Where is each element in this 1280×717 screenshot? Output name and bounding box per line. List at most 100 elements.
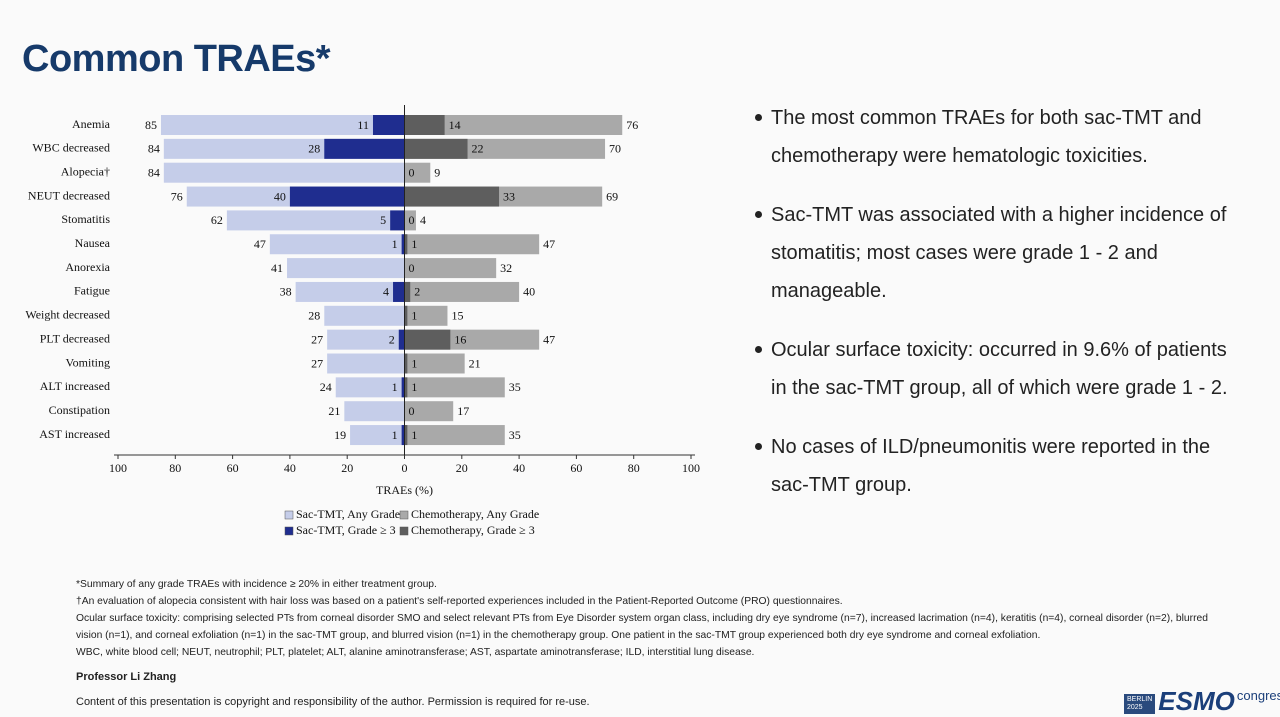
bar (393, 281, 405, 302)
x-tick-label: 80 (628, 461, 640, 475)
data-label: 41 (271, 261, 283, 275)
x-tick-label: 100 (682, 461, 700, 475)
data-label: 40 (523, 285, 535, 299)
data-label: 84 (148, 165, 160, 179)
bar (401, 234, 405, 255)
data-label: 1 (411, 356, 417, 370)
bar (372, 115, 405, 135)
bar (404, 210, 416, 231)
bar (404, 115, 623, 135)
footnote: Ocular surface toxicity: comprising sele… (76, 613, 1208, 641)
bar (404, 115, 445, 135)
logo-event: congress (1236, 688, 1280, 703)
bar (324, 305, 405, 326)
logo-badge: BERLIN 2025 (1124, 694, 1156, 714)
bar (404, 305, 408, 326)
data-label: 14 (449, 118, 461, 132)
data-label: 22 (472, 142, 484, 156)
footnote: *Summary of any grade TRAEs with inciden… (76, 579, 437, 590)
y-tick-label: Fatigue (74, 284, 110, 298)
bar (398, 329, 405, 350)
y-tick-label: Alopecia† (61, 164, 110, 178)
bar (324, 138, 405, 159)
data-label: 15 (451, 309, 463, 323)
y-tick-label: Stomatitis (61, 212, 110, 226)
copyright: Content of this presentation is copyrigh… (76, 696, 590, 708)
bar (404, 234, 540, 255)
data-label: 84 (148, 142, 160, 156)
data-label: 1 (392, 237, 398, 251)
legend-label: Sac-TMT, Any Grade (296, 507, 400, 521)
data-label: 62 (211, 213, 223, 227)
data-label: 70 (609, 142, 621, 156)
x-tick-label: 60 (570, 461, 582, 475)
x-tick-label: 20 (456, 461, 468, 475)
x-tick-label: 60 (227, 461, 239, 475)
bar (404, 305, 448, 326)
bar (295, 281, 405, 302)
bar (404, 401, 454, 422)
data-label: 32 (500, 261, 512, 275)
legend-swatch (284, 510, 294, 520)
bar (404, 425, 505, 446)
x-axis-label: TRAEs (%) (376, 483, 433, 497)
bar (327, 353, 405, 374)
x-tick-label: 80 (169, 461, 181, 475)
y-tick-label: Weight decreased (25, 308, 110, 322)
bar (404, 425, 408, 446)
y-tick-label: Anemia (72, 117, 111, 131)
bar (226, 210, 405, 231)
data-label: 1 (411, 380, 417, 394)
bar (404, 138, 468, 159)
y-tick-label: Anorexia (65, 260, 110, 274)
bar (344, 401, 405, 422)
y-tick-label: Nausea (75, 236, 111, 250)
data-label: 35 (509, 428, 521, 442)
data-label: 76 (626, 118, 638, 132)
data-label: 21 (469, 356, 481, 370)
legend-swatch (399, 510, 409, 520)
data-label: 47 (543, 237, 555, 251)
data-label: 35 (509, 380, 521, 394)
bullet: Sac-TMT was associated with a higher inc… (755, 196, 1240, 310)
y-tick-label: NEUT decreased (28, 188, 110, 202)
bar (163, 162, 405, 183)
footnote: †An evaluation of alopecia consistent wi… (76, 596, 843, 607)
bullet: The most common TRAEs for both sac-TMT a… (755, 99, 1240, 175)
bullet-list: The most common TRAEs for both sac-TMT a… (755, 99, 1240, 525)
y-tick-label: Constipation (49, 403, 110, 417)
bar (404, 377, 505, 398)
data-label: 38 (280, 285, 292, 299)
x-tick-label: 100 (109, 461, 127, 475)
data-label: 28 (308, 142, 320, 156)
y-tick-label: ALT increased (40, 379, 110, 393)
data-label: 27 (311, 332, 323, 346)
data-label: 0 (409, 165, 415, 179)
x-tick-label: 40 (284, 461, 296, 475)
data-label: 2 (389, 332, 395, 346)
bar (390, 210, 405, 231)
data-label: 47 (543, 332, 555, 346)
data-label: 21 (328, 404, 340, 418)
bar (404, 234, 408, 255)
data-label: 0 (409, 404, 415, 418)
y-tick-label: AST increased (39, 427, 110, 441)
data-label: 4 (383, 285, 389, 299)
data-label: 16 (454, 332, 466, 346)
logo-year: 2025 (1127, 704, 1143, 711)
footnotes: *Summary of any grade TRAEs with inciden… (76, 576, 1216, 661)
data-label: 1 (411, 237, 417, 251)
data-label: 17 (457, 404, 469, 418)
logo-name: ESMO (1158, 686, 1235, 716)
logo-city: BERLIN (1127, 696, 1153, 703)
bar (404, 281, 520, 302)
presenter: Professor Li Zhang (76, 671, 177, 683)
bar (404, 329, 451, 350)
data-label: 11 (357, 118, 369, 132)
data-label: 19 (334, 428, 346, 442)
bar (404, 377, 408, 398)
data-label: 1 (411, 309, 417, 323)
bar (289, 186, 405, 207)
